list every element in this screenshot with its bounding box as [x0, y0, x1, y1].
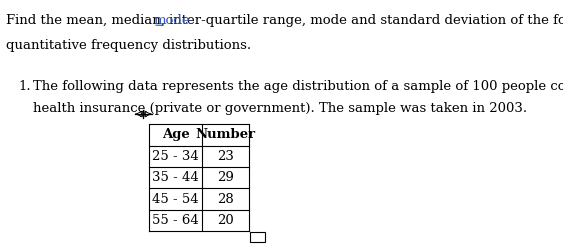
- Text: 29: 29: [217, 171, 234, 184]
- Text: 55 - 64: 55 - 64: [152, 214, 199, 227]
- Text: 28: 28: [217, 193, 234, 206]
- Text: Find the mean, median, inter-quartile range, mode and standard deviation of the : Find the mean, median, inter-quartile ra…: [6, 14, 563, 27]
- Text: health insurance (private or government). The sample was taken in 2003.: health insurance (private or government)…: [33, 102, 527, 115]
- Text: 35 - 44: 35 - 44: [152, 171, 199, 184]
- Text: The following data represents the age distribution of a sample of 100 people cov: The following data represents the age di…: [33, 80, 563, 92]
- Text: 1.: 1.: [18, 80, 30, 92]
- Text: mode: mode: [153, 14, 190, 27]
- Text: 23: 23: [217, 150, 234, 163]
- Text: 20: 20: [217, 214, 234, 227]
- Text: 25 - 34: 25 - 34: [152, 150, 199, 163]
- Text: Number: Number: [195, 129, 256, 142]
- Text: Age: Age: [162, 129, 190, 142]
- Text: quantitative frequency distributions.: quantitative frequency distributions.: [6, 39, 251, 52]
- Text: 45 - 54: 45 - 54: [153, 193, 199, 206]
- Bar: [249, 232, 265, 242]
